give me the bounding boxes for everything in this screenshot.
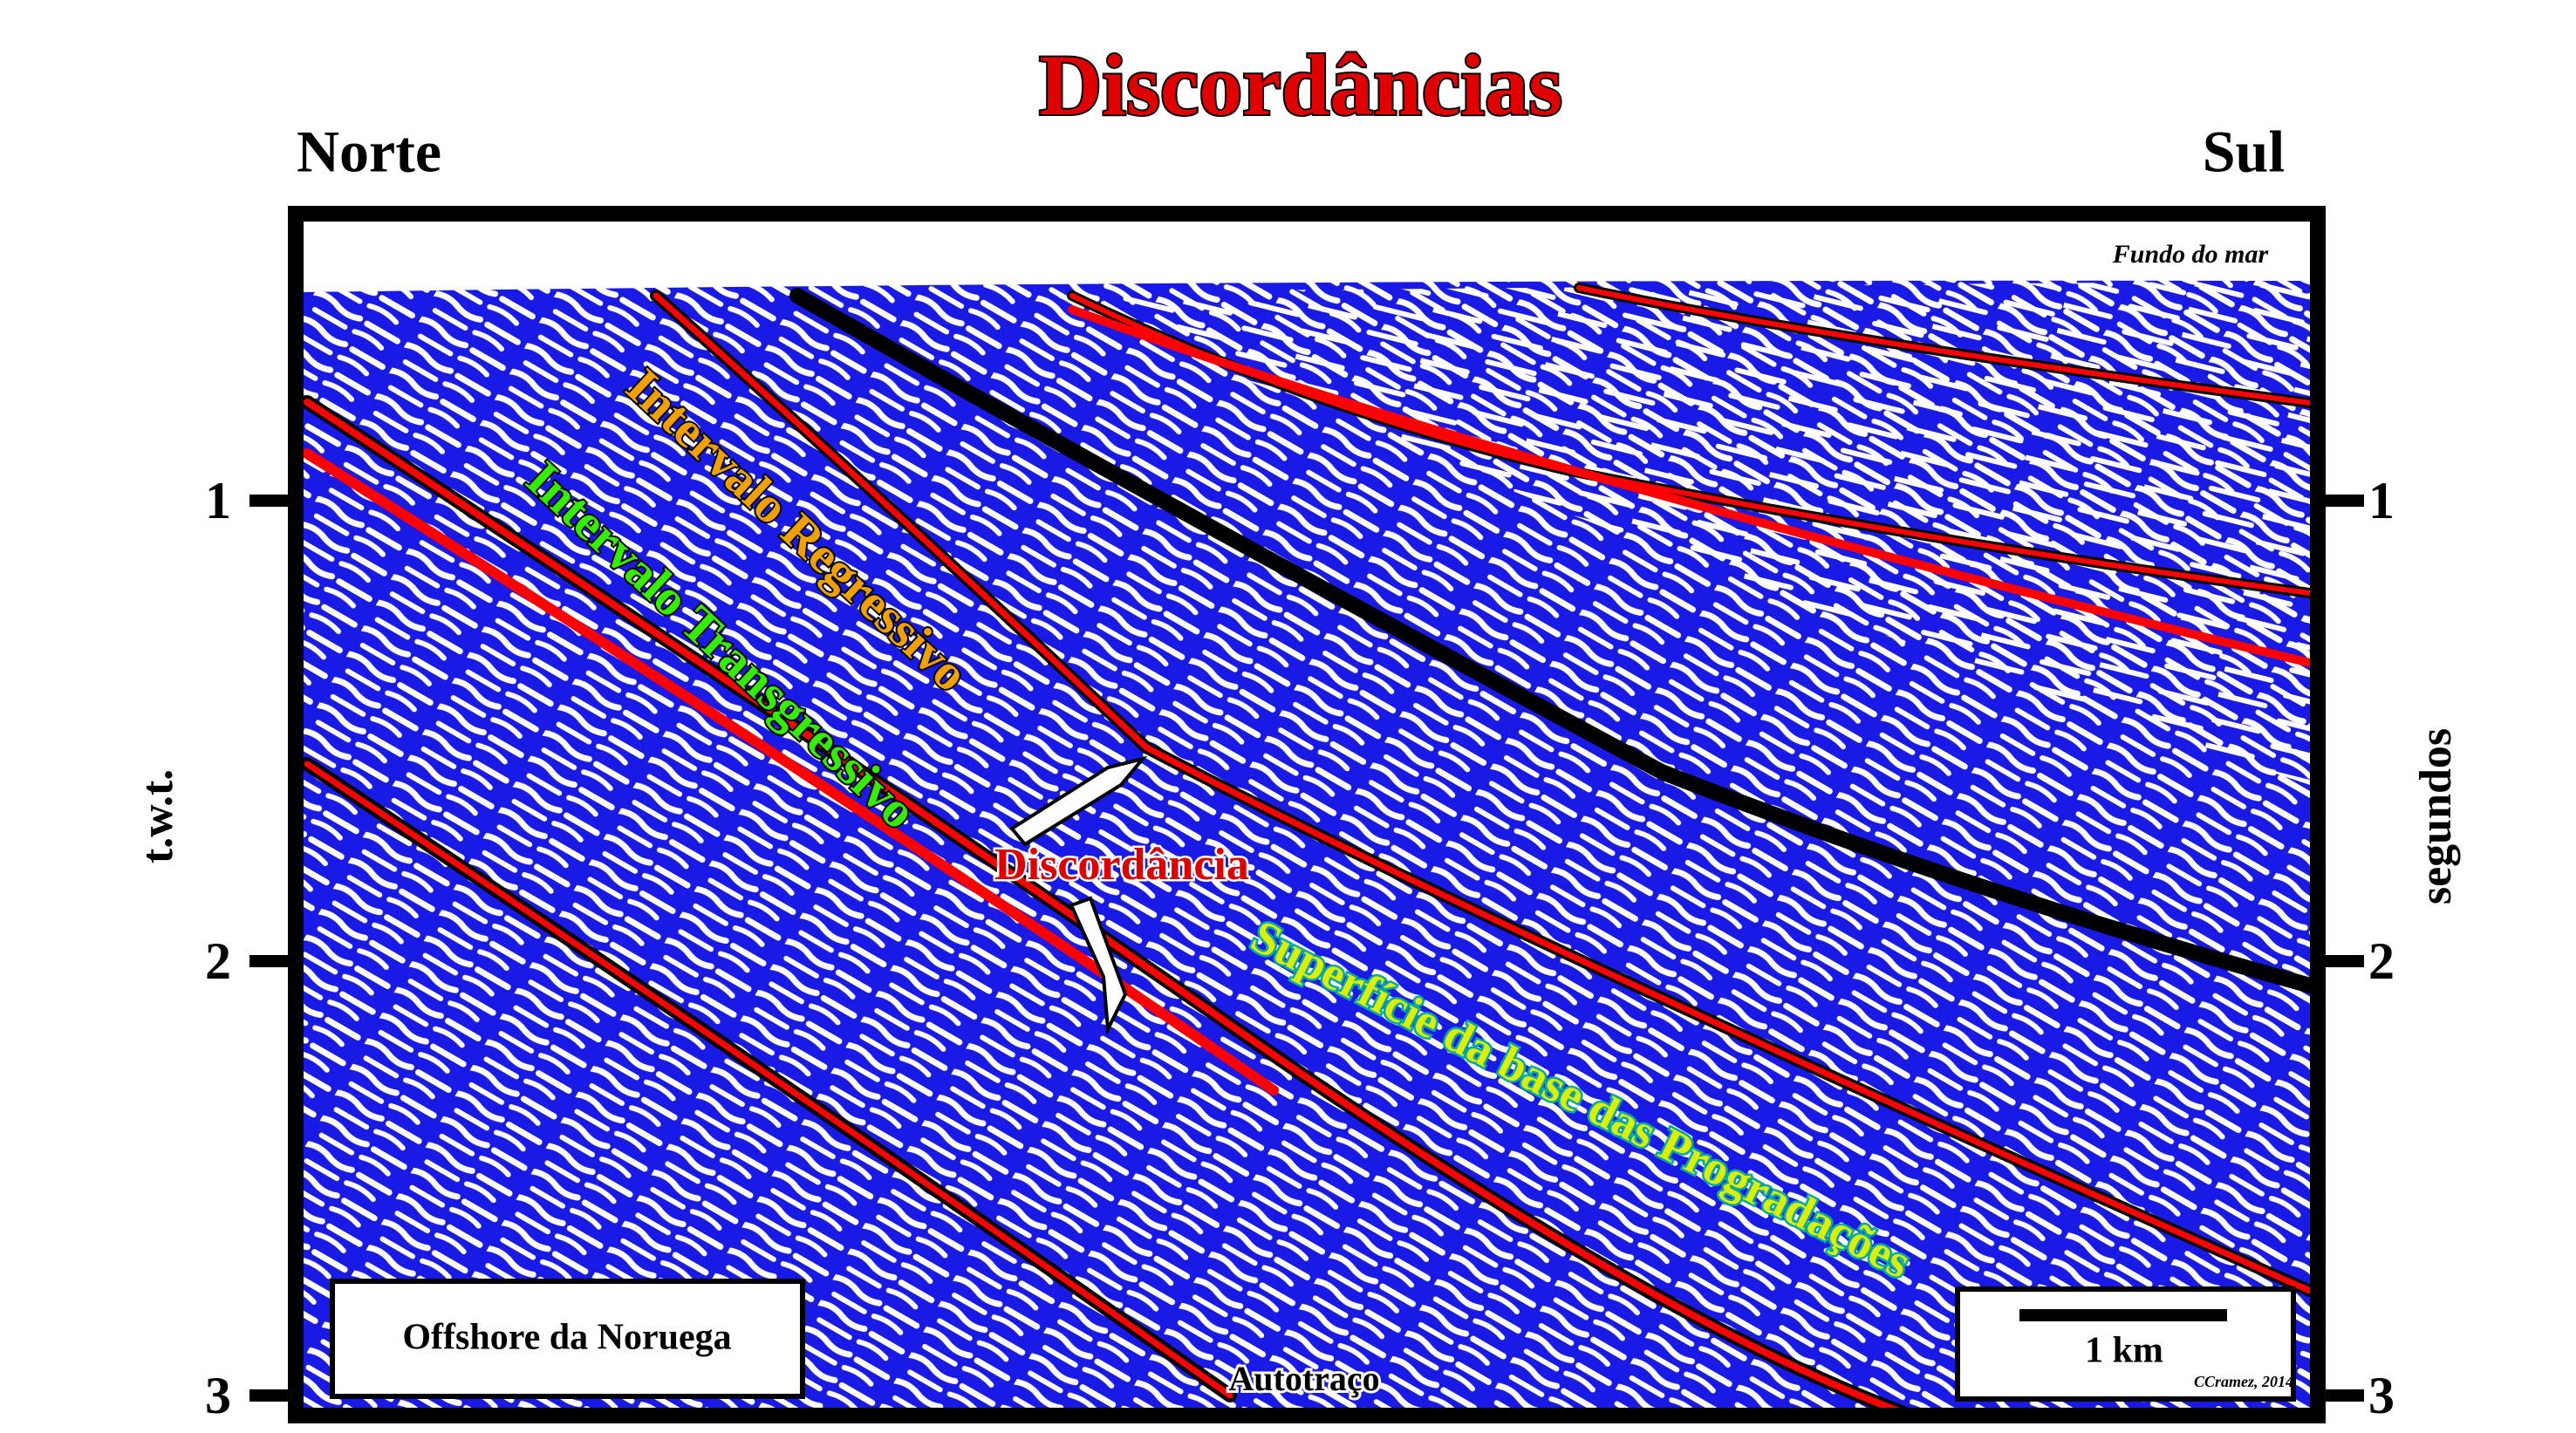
right-tick-label: 2: [2368, 932, 2395, 990]
seismic-section: [304, 222, 2310, 1408]
left-axis-label: t.w.t.: [133, 769, 182, 863]
scale-text: 1 km: [2085, 1331, 2163, 1371]
right-tick-label: 3: [2368, 1367, 2395, 1424]
title: Discordâncias: [1039, 37, 1562, 133]
trace-label: Autotraço: [1228, 1359, 1379, 1398]
left-tick-label: 2: [205, 932, 231, 990]
left-direction: Norte: [297, 119, 441, 185]
arrow: [1009, 755, 1148, 847]
seafloor-label: Fundo do mar: [2112, 240, 2269, 269]
unconformity-label: Discordância: [994, 840, 1249, 890]
arrow: [1069, 896, 1128, 1036]
scale-box: [1955, 1286, 2296, 1402]
location-box: [330, 1279, 805, 1399]
left-tick-label: 3: [205, 1367, 231, 1424]
right-tick-label: 1: [2368, 472, 2395, 529]
left-tick-label: 1: [205, 472, 231, 529]
right-direction: Sul: [2203, 119, 2286, 185]
tick-marks: [249, 495, 2364, 1402]
section-frame: [288, 206, 2326, 1423]
right-axis-label: segundos: [2411, 728, 2461, 904]
credit: CCramez, 2014: [2194, 1373, 2293, 1390]
location-text: Offshore da Noruega: [402, 1318, 731, 1358]
